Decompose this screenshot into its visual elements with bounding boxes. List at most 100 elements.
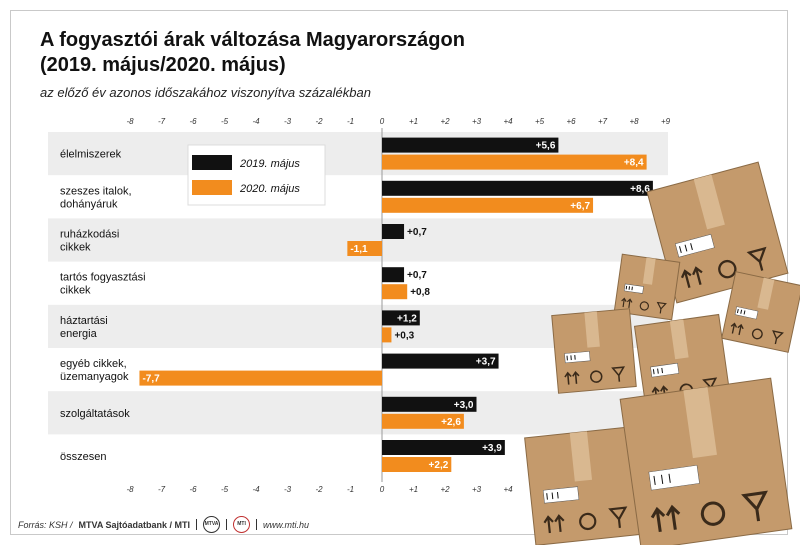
bar-2020 xyxy=(382,327,392,343)
category-label: cikkek xyxy=(60,285,91,297)
tick-label-top: +3 xyxy=(472,117,482,126)
tick-label-top: +8 xyxy=(629,117,639,126)
mti-logo-icon: MTI xyxy=(233,516,251,533)
legend: 2019. május 2020. május xyxy=(187,144,326,206)
legend-label: 2020. május xyxy=(239,183,300,195)
tick-label-top: -3 xyxy=(284,117,292,126)
bar-2019 xyxy=(382,353,499,369)
tick-label-bottom: +1 xyxy=(409,485,418,494)
footer-agency: MTVA Sajtóadatbank / MTI xyxy=(78,519,191,530)
tick-label-bottom: -3 xyxy=(284,485,292,494)
tick-label-bottom: -1 xyxy=(347,485,354,494)
category-label: egyéb cikkek, xyxy=(60,358,127,370)
category-label: ruházkodási xyxy=(60,229,119,241)
data-label: +8,6 xyxy=(630,184,650,195)
legend-swatch xyxy=(192,155,232,170)
data-label: +3,9 xyxy=(482,443,502,454)
tick-label-top: -1 xyxy=(347,117,354,126)
footer-separator xyxy=(196,519,198,530)
tick-label-bottom: -7 xyxy=(158,485,166,494)
footer-source: Forrás: KSH / xyxy=(18,519,73,530)
cardboard-box-icon xyxy=(646,161,789,304)
tick-label-top: +1 xyxy=(409,117,418,126)
category-label: tartós fogyasztási xyxy=(60,272,146,284)
data-label: +0,7 xyxy=(407,227,427,238)
cardboard-box-icon xyxy=(613,253,681,321)
bar-2019 xyxy=(382,396,477,412)
tick-label-bottom: -6 xyxy=(189,485,197,494)
category-label: energia xyxy=(60,328,98,340)
bar-2020 xyxy=(139,370,382,386)
data-label: -1,1 xyxy=(350,244,368,255)
bar-2019 xyxy=(382,267,405,283)
tick-label-top: +6 xyxy=(566,117,576,126)
title-line-1: A fogyasztói árak változása Magyarország… xyxy=(40,29,465,51)
data-label: +1,2 xyxy=(397,313,417,324)
bar-2020 xyxy=(382,457,452,472)
legend-label: 2019. május xyxy=(239,158,300,170)
tick-label-top: -7 xyxy=(158,117,166,126)
bar-2019 xyxy=(382,310,420,326)
tick-label-top: +2 xyxy=(440,117,450,126)
tick-label-bottom: 0 xyxy=(380,485,385,494)
tick-label-bottom: -8 xyxy=(126,485,134,494)
cardboard-box-icon xyxy=(619,377,793,545)
tick-label-bottom: +4 xyxy=(503,485,513,494)
category-label: élelmiszerek xyxy=(60,149,122,161)
tick-label-bottom: +2 xyxy=(440,485,450,494)
tick-label-top: -8 xyxy=(126,117,134,126)
cardboard-box-icon xyxy=(721,271,800,353)
bar-2019 xyxy=(382,180,653,196)
footer-separator xyxy=(256,519,258,530)
cardboard-box-icon xyxy=(524,426,644,545)
category-label: szolgáltatások xyxy=(60,408,130,420)
category-label: dohányáruk xyxy=(60,198,118,210)
mtva-logo-icon: MTVA xyxy=(203,516,221,533)
data-label: +8,4 xyxy=(624,158,644,169)
data-label: +0,3 xyxy=(394,330,414,341)
bar-2020 xyxy=(382,284,408,300)
tick-label-top: 0 xyxy=(380,117,385,126)
legend-swatch xyxy=(192,180,232,195)
tick-label-bottom: -4 xyxy=(252,485,260,494)
data-label: +3,0 xyxy=(454,400,474,411)
footer: Forrás: KSH / MTVA Sajtóadatbank / MTI M… xyxy=(18,516,309,533)
bar-2019 xyxy=(382,440,505,455)
category-label: háztartási xyxy=(60,315,108,327)
tick-label-top: +9 xyxy=(661,117,671,126)
tick-label-top: +5 xyxy=(535,117,545,126)
top-axis-ticks: -8 -7 -6 -5 -4 -3 -2 -1 0 +1 +2 +3 +4 +5 +6 +7 +8 +9 xyxy=(126,117,670,126)
data-label: +3,7 xyxy=(476,357,496,368)
bars: +5,6 +8,6 +0,7 +0,7 +1,2 +3,7 +3,0 +3,9 +8,4 +6,7… xyxy=(139,137,653,472)
bar-2020 xyxy=(382,413,464,429)
tick-label-top: +4 xyxy=(503,117,513,126)
data-label: +5,6 xyxy=(536,141,556,152)
title-line-2: (2019. május/2020. május) xyxy=(40,54,286,76)
bar-2019 xyxy=(382,137,559,153)
cardboard-box-icon xyxy=(551,308,637,394)
bar-2020 xyxy=(382,154,647,170)
category-label: üzemanyagok xyxy=(60,371,129,383)
bar-2020 xyxy=(347,241,382,256)
category-labels: élelmiszerek szeszes italok,dohányáruk ruh… xyxy=(60,149,146,463)
chart-title: A fogyasztói árak változása Magyarország… xyxy=(40,28,465,78)
bar-2020 xyxy=(382,197,594,213)
data-label: +0,7 xyxy=(407,270,427,281)
tick-label-bottom: +3 xyxy=(472,485,482,494)
bar-2019 xyxy=(382,224,405,239)
tick-label-top: +7 xyxy=(598,117,608,126)
chart-subtitle: az előző év azonos időszakához viszonyít… xyxy=(40,85,371,100)
tick-label-bottom: -5 xyxy=(221,485,229,494)
data-label: +6,7 xyxy=(570,201,590,212)
tick-label-bottom: -2 xyxy=(315,485,323,494)
footer-url: www.mti.hu xyxy=(263,519,310,530)
category-label: cikkek xyxy=(60,242,91,254)
tick-label-top: -5 xyxy=(221,117,229,126)
data-label: +2,2 xyxy=(429,460,449,471)
data-label: -7,7 xyxy=(142,374,160,385)
tick-label-top: -4 xyxy=(252,117,260,126)
tick-label-top: -2 xyxy=(315,117,323,126)
data-label: +2,6 xyxy=(441,417,461,428)
category-band xyxy=(48,391,668,435)
